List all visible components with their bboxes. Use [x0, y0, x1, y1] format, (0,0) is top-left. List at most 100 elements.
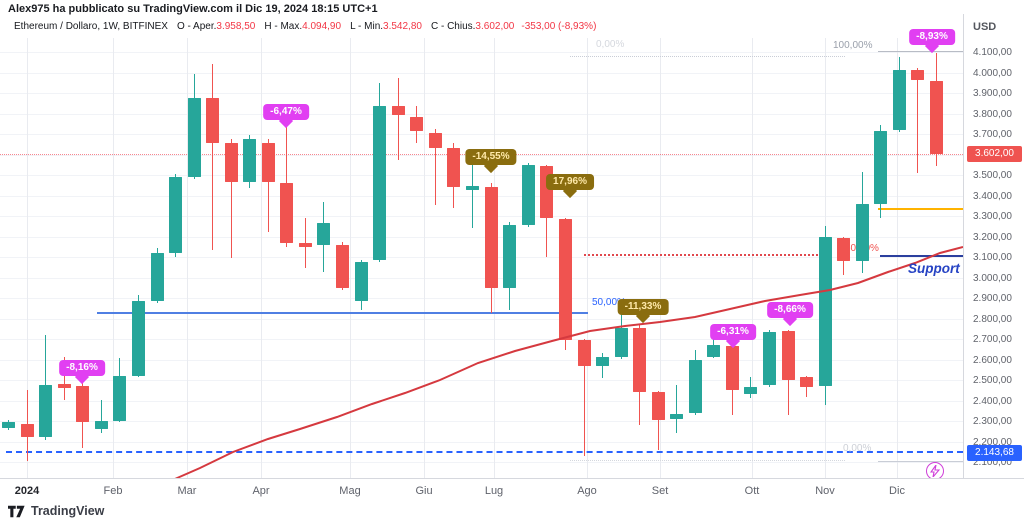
candle-body: [521, 164, 535, 226]
level-line[interactable]: [570, 459, 845, 461]
candle-body: [706, 344, 720, 358]
gridline-horizontal: [0, 462, 963, 463]
candle-body: [409, 116, 423, 131]
price-tick-label: 3.700,00: [973, 129, 1012, 140]
change-badge: -8,93%: [909, 29, 955, 45]
symbol-info-row[interactable]: Ethereum / Dollaro, 1W, BITFINEX O - Aper…: [14, 21, 596, 32]
candle-body: [335, 245, 349, 288]
level-line[interactable]: [878, 208, 963, 210]
candle-body: [762, 332, 776, 385]
candle-body: [1, 422, 15, 428]
gridline-horizontal: [0, 236, 963, 238]
candle-body: [818, 236, 832, 386]
tradingview-brand[interactable]: TradingView: [31, 504, 105, 518]
change-badge: 17,96%: [546, 174, 594, 190]
candle-body: [669, 414, 683, 419]
candle-body: [372, 105, 386, 261]
gridline-vertical: [752, 38, 753, 478]
candle-body: [224, 143, 238, 182]
candle-body: [632, 327, 646, 392]
gridline-horizontal: [0, 175, 963, 176]
level-line[interactable]: [6, 451, 963, 453]
gridline-horizontal: [0, 421, 963, 422]
candle-body: [929, 81, 943, 155]
price-tick-label: 3.200,00: [973, 231, 1012, 243]
level-line[interactable]: [878, 50, 963, 52]
candle-body: [743, 386, 757, 394]
candle-wick: [211, 64, 213, 251]
candle-body: [168, 177, 182, 253]
price-tick-label: 2.200,00: [973, 436, 1012, 448]
change-badge: -11,33%: [617, 299, 669, 315]
change-badge: -6,47%: [263, 104, 309, 120]
tradingview-logo-icon[interactable]: [8, 504, 25, 519]
time-axis-label: Feb: [103, 485, 123, 497]
candle-body: [131, 301, 145, 377]
time-axis-label: Dic: [889, 485, 905, 497]
fib-level-label: 0,00%: [843, 443, 872, 454]
gridline-vertical: [424, 38, 425, 478]
candle-body: [614, 327, 628, 358]
level-line[interactable]: [97, 312, 588, 314]
candle-body: [112, 376, 126, 421]
candle-wick: [63, 357, 65, 401]
gridline-horizontal: [0, 93, 963, 94]
time-axis-label: Nov: [815, 485, 835, 497]
candle-body: [261, 143, 275, 182]
price-axis[interactable]: USD 4.100,00 4.000,00 3.900,00 3.800,00 3.70…: [963, 14, 1024, 500]
price-tick-label: 2.400,00: [973, 395, 1012, 407]
price-badge: 3.602,00: [967, 146, 1022, 163]
price-tick-label: 2.100,00: [973, 457, 1012, 468]
gridline-vertical: [261, 38, 262, 478]
gridline-horizontal: [0, 52, 963, 53]
gridline-horizontal: [0, 216, 963, 217]
candle-wick: [471, 160, 473, 229]
candle-body: [873, 130, 887, 205]
time-axis-label: 2024: [14, 485, 40, 497]
time-axis[interactable]: 2024 Feb Mar Apr Mag Giu Lug Ago Set Ott Nov Dic: [0, 478, 1024, 501]
candle-body: [892, 70, 906, 130]
candle-body: [94, 421, 108, 429]
change-badge: -8,66%: [767, 302, 813, 318]
gridline-vertical: [113, 38, 114, 478]
price-tick-label: 3.500,00: [973, 170, 1012, 181]
time-axis-label: Lug: [484, 485, 504, 497]
candle-body: [428, 132, 442, 148]
time-axis-label: Mar: [177, 485, 197, 497]
candle-body: [242, 138, 256, 182]
candle-wick: [230, 138, 232, 258]
candle-body: [316, 222, 330, 246]
candle-body: [781, 331, 795, 380]
level-line[interactable]: [570, 55, 845, 57]
candle-body: [558, 219, 572, 340]
price-tick-label: 2.300,00: [973, 416, 1012, 427]
symbol-title: Ethereum / Dollaro, 1W, BITFINEX: [14, 21, 168, 32]
candle-body: [298, 243, 312, 247]
candle-body: [595, 357, 609, 367]
candle-body: [354, 261, 368, 302]
candle-body: [75, 385, 89, 423]
gridline-vertical: [350, 38, 351, 478]
candle-body: [651, 391, 665, 420]
level-line[interactable]: [878, 460, 963, 462]
price-tick-label: 4.100,00: [973, 47, 1012, 58]
candle-body: [279, 182, 293, 244]
price-tick-label: 3.800,00: [973, 108, 1012, 120]
price-tick-label: 3.900,00: [973, 88, 1012, 99]
candle-wick: [434, 128, 436, 206]
change-badge: -14,55%: [465, 149, 517, 165]
candle-wick: [675, 384, 677, 434]
change-badge: -8,16%: [59, 360, 105, 376]
ohlc-item: C - Chius.3.602,00: [430, 21, 515, 32]
candle-body: [799, 376, 813, 387]
ohlc-item: H - Max.4.094,90: [264, 21, 342, 32]
candle-body: [57, 383, 71, 388]
chart-pane[interactable]: 0,00%100,00%50,00%50,00%0,00%-8,16%-6,47…: [0, 0, 963, 483]
candle-body: [205, 97, 219, 143]
level-line[interactable]: [880, 255, 963, 257]
candle-body: [465, 186, 479, 190]
price-tick-label: 3.400,00: [973, 190, 1012, 202]
price-tick-label: 4.000,00: [973, 67, 1012, 79]
candle-body: [855, 204, 869, 262]
level-line[interactable]: [584, 254, 822, 256]
